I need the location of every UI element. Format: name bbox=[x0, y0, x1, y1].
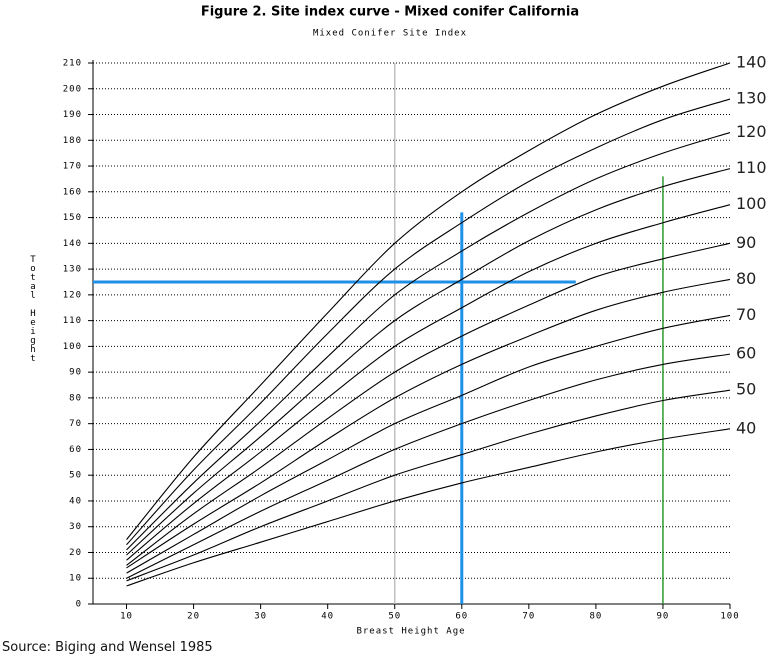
curve-label: 50 bbox=[736, 380, 756, 399]
x-tick-label: 50 bbox=[388, 612, 401, 622]
y-tick-label: 10 bbox=[69, 574, 82, 584]
chart-subtitle: Mixed Conifer Site Index bbox=[313, 29, 467, 39]
y-tick-label: 50 bbox=[69, 471, 82, 481]
x-tick-label: 90 bbox=[657, 612, 670, 622]
x-tick-label: 60 bbox=[455, 612, 468, 622]
site-index-curve bbox=[126, 62, 731, 540]
y-tick-label: 170 bbox=[63, 162, 82, 172]
x-tick-label: 100 bbox=[720, 612, 739, 622]
curve-label: 70 bbox=[736, 305, 756, 324]
y-tick-label: 20 bbox=[69, 548, 82, 558]
site-index-curve bbox=[126, 242, 731, 566]
y-tick-label: 140 bbox=[63, 239, 82, 249]
site-index-curve bbox=[126, 389, 731, 582]
y-tick-label: 130 bbox=[63, 265, 82, 275]
y-tick-label: 180 bbox=[63, 136, 82, 146]
x-tick-label: 30 bbox=[254, 612, 267, 622]
site-index-curve bbox=[126, 314, 731, 574]
y-tick-label: 90 bbox=[69, 368, 82, 378]
curve-label: 140 bbox=[736, 53, 767, 72]
y-tick-label: 100 bbox=[63, 342, 82, 352]
y-tick-label: 210 bbox=[63, 59, 82, 69]
curve-label: 120 bbox=[736, 122, 767, 141]
x-tick-label: 10 bbox=[120, 612, 133, 622]
site-index-curve bbox=[126, 353, 731, 579]
curve-label: 90 bbox=[736, 233, 756, 252]
curve-label: 40 bbox=[736, 418, 756, 437]
x-axis-label: Breast Height Age bbox=[356, 627, 465, 637]
y-tick-label: 30 bbox=[69, 522, 82, 532]
curve-label: 130 bbox=[736, 89, 767, 108]
x-tick-label: 70 bbox=[522, 612, 535, 622]
y-tick-label: 190 bbox=[63, 110, 82, 120]
x-tick-label: 80 bbox=[589, 612, 602, 622]
y-tick-label: 70 bbox=[69, 419, 82, 429]
y-tick-label: 40 bbox=[69, 496, 82, 506]
curve-label: 60 bbox=[736, 344, 756, 363]
curve-label: 80 bbox=[736, 269, 756, 288]
site-index-curve bbox=[126, 132, 731, 551]
source-note: Source: Biging and Wensel 1985 bbox=[2, 640, 213, 655]
x-tick-label: 40 bbox=[321, 612, 334, 622]
y-tick-label: 60 bbox=[69, 445, 82, 455]
site-index-curve bbox=[126, 168, 731, 556]
curve-label: 100 bbox=[736, 194, 767, 213]
site-index-curve bbox=[126, 428, 731, 587]
y-tick-label: 160 bbox=[63, 187, 82, 197]
y-tick-label: 110 bbox=[63, 316, 82, 326]
y-tick-label: 0 bbox=[76, 600, 82, 610]
curve-label: 110 bbox=[736, 158, 767, 177]
x-tick-label: 20 bbox=[187, 612, 200, 622]
y-tick-label: 150 bbox=[63, 213, 82, 223]
y-tick-label: 200 bbox=[63, 84, 82, 94]
y-tick-label: 80 bbox=[69, 393, 82, 403]
site-index-curve bbox=[126, 98, 731, 546]
chart-title: Figure 2. Site index curve - Mixed conif… bbox=[201, 5, 579, 20]
site-index-curve bbox=[126, 278, 731, 569]
y-tick-label: 120 bbox=[63, 290, 82, 300]
y-axis-label: Total Height bbox=[28, 255, 38, 363]
site-index-curve bbox=[126, 204, 731, 561]
